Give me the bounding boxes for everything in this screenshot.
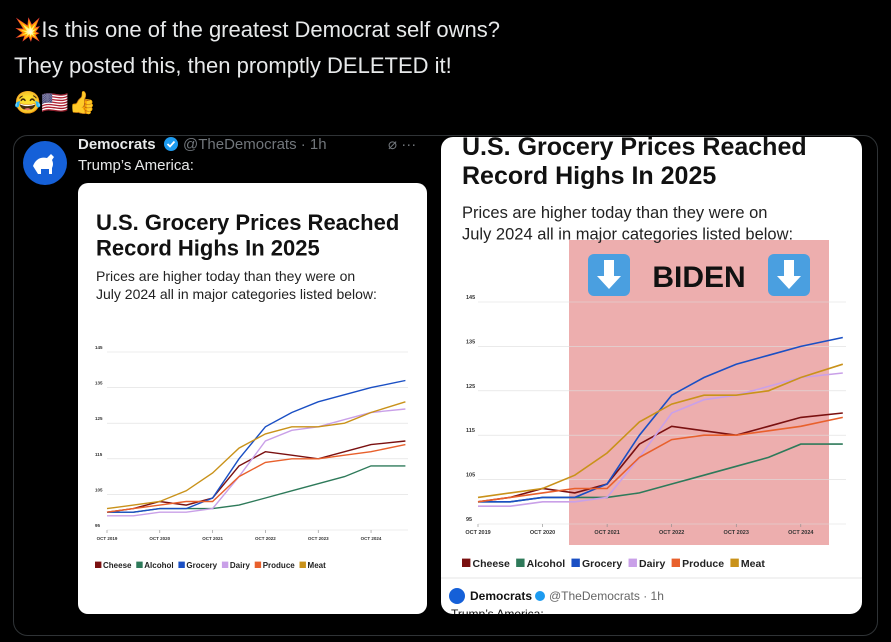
image-subtitle: July 2024 all in major categories listed… [96, 286, 377, 302]
legend-label: Produce [263, 561, 296, 570]
legend-label: Dairy [639, 558, 665, 570]
y-tick-label: 105 [466, 473, 475, 479]
footer-name: Democrats [470, 589, 532, 603]
quote-box[interactable] [13, 135, 878, 636]
series-line [106, 443, 406, 513]
y-tick-label: 105 [95, 487, 103, 492]
x-tick-label: OCT 2019 [97, 536, 118, 541]
x-tick-label: OCT 2024 [788, 530, 814, 536]
footer-handle: @TheDemocrats · 1h [549, 589, 664, 603]
series-line [106, 401, 406, 510]
series-line [477, 363, 844, 499]
legend-label: Grocery [582, 558, 622, 570]
legend-swatch [628, 558, 637, 567]
x-tick-label: OCT 2022 [255, 536, 276, 541]
image-subtitle: Prices are higher today than they were o… [462, 204, 767, 222]
legend-swatch [221, 561, 229, 568]
x-tick-label: OCT 2024 [361, 536, 382, 541]
legend-label: Cheese [103, 561, 132, 570]
series-line [478, 336, 843, 503]
series-line [107, 379, 406, 513]
legend-label: Alcohol [527, 558, 566, 570]
legend-swatch [571, 558, 580, 567]
quote-handle[interactable]: @TheDemocrats · 1h [183, 136, 327, 153]
x-tick-label: OCT 2021 [594, 530, 619, 536]
image-subtitle: July 2024 all in major categories listed… [462, 225, 793, 243]
series-line [107, 408, 406, 517]
x-tick-label: OCT 2023 [724, 530, 749, 536]
y-tick-label: 125 [466, 384, 475, 390]
y-tick-label: 95 [466, 517, 472, 523]
legend-swatch [136, 561, 143, 568]
footer-badge [535, 591, 545, 601]
x-tick-label: OCT 2019 [465, 530, 490, 536]
image-title: U.S. Grocery Prices Reached [462, 133, 807, 161]
footer-text: Trump’s America: [451, 607, 544, 621]
x-tick-label: OCT 2020 [530, 530, 555, 536]
footer-avatar [449, 588, 465, 604]
y-tick-label: 135 [95, 381, 103, 386]
legend-label: Grocery [186, 561, 217, 570]
banner-text: BIDEN [652, 261, 745, 294]
arrow [777, 260, 801, 289]
donkey-icon [33, 154, 54, 174]
legend-label: Dairy [230, 561, 251, 570]
image-title: Record Highs In 2025 [462, 162, 716, 190]
legend-swatch [462, 558, 471, 567]
quote-text: Trump’s America: [78, 157, 194, 174]
tweet-text: They posted this, then promptly DELETED … [14, 53, 452, 78]
y-tick-label: 115 [95, 452, 103, 457]
series-line [478, 372, 843, 507]
image-title: U.S. Grocery Prices Reached [96, 210, 399, 235]
tweet-text: 💥Is this one of the greatest Democrat se… [14, 17, 500, 43]
legend-swatch [95, 561, 102, 568]
y-tick-label: 125 [95, 416, 103, 421]
grok-icon[interactable]: ⌀ ··· [388, 136, 416, 153]
legend-label: Meat [741, 558, 765, 570]
legend-swatch [730, 558, 739, 567]
y-tick-label: 135 [466, 339, 475, 345]
image-bg [78, 183, 427, 614]
y-tick-label: 95 [95, 523, 101, 528]
quote-name[interactable]: Democrats [78, 136, 156, 153]
legend-swatch [299, 561, 306, 568]
x-tick-label: OCT 2022 [659, 530, 684, 536]
legend-swatch [254, 561, 262, 568]
legend-label: Meat [308, 561, 327, 570]
image-title: Record Highs In 2025 [96, 235, 320, 260]
verified-check [166, 140, 176, 148]
legend-swatch [178, 561, 185, 568]
x-tick-label: OCT 2020 [149, 536, 170, 541]
legend-label: Alcohol [144, 561, 173, 570]
legend-label: Produce [682, 558, 724, 570]
y-tick-label: 145 [95, 345, 103, 350]
legend-swatch [671, 558, 681, 567]
legend-label: Cheese [473, 558, 511, 570]
y-tick-label: 115 [466, 428, 475, 434]
verified-badge [164, 137, 178, 151]
series-line [477, 416, 843, 503]
arrow [597, 260, 621, 289]
image-subtitle: Prices are higher today than they were o… [96, 268, 355, 284]
tweet-emoji: 😂🇺🇸👍 [14, 90, 96, 115]
y-tick-label: 145 [466, 295, 475, 301]
x-tick-label: OCT 2023 [308, 536, 329, 541]
x-tick-label: OCT 2021 [202, 536, 223, 541]
legend-swatch [516, 558, 525, 567]
